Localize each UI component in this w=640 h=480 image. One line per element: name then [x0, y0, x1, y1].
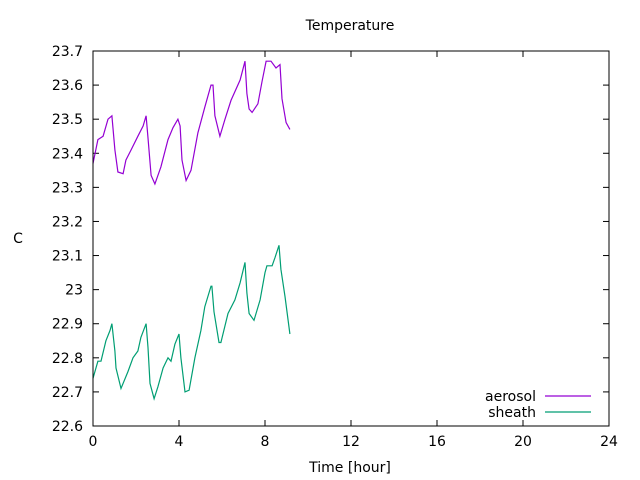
x-tick-label: 4: [175, 434, 184, 450]
plot-frame: [92, 50, 610, 427]
x-tick-label: 20: [514, 434, 532, 450]
y-tick-label: 22.6: [52, 419, 83, 435]
chart-title: Temperature: [305, 18, 395, 34]
y-tick-label: 23.7: [52, 44, 83, 60]
y-tick-label: 23.2: [52, 214, 83, 230]
x-tick-label: 24: [600, 434, 618, 450]
x-tick-label: 0: [89, 434, 98, 450]
y-tick-label: 23.1: [52, 249, 83, 265]
y-tick-label: 23.6: [52, 78, 83, 94]
x-axis-label: Time [hour]: [308, 460, 391, 476]
y-tick-label: 23.5: [52, 112, 83, 128]
y-tick-label: 23.4: [52, 146, 83, 162]
x-tick-label: 8: [261, 434, 270, 450]
y-tick-label: 22.8: [52, 351, 83, 367]
y-tick-label: 23.3: [52, 180, 83, 196]
y-tick-label: 22.9: [52, 317, 83, 333]
x-tick-label: 12: [342, 434, 360, 450]
series-line-aerosol: [92, 60, 291, 186]
y-tick-label: 23: [65, 283, 83, 299]
legend-label-aerosol: aerosol: [485, 389, 536, 405]
y-axis-label: C: [13, 231, 23, 247]
y-tick-label: 22.7: [52, 385, 83, 401]
series-line-sheath: [92, 245, 291, 401]
x-tick-label: 16: [428, 434, 446, 450]
legend-label-sheath: sheath: [488, 405, 536, 421]
